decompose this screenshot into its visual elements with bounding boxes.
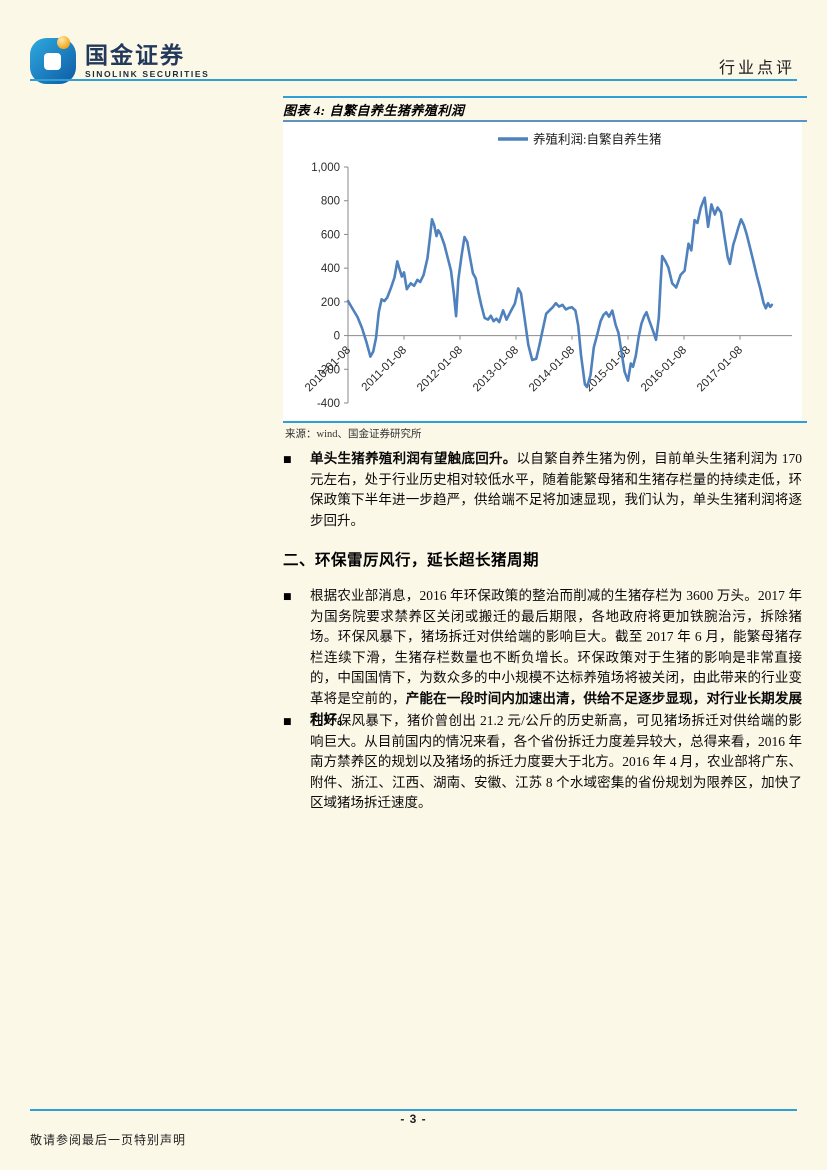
svg-text:2013-01-08: 2013-01-08 [471, 344, 521, 394]
svg-text:2014-01-08: 2014-01-08 [527, 344, 577, 394]
logo-inner-square [44, 53, 61, 70]
bullet-1-text: 单头生猪养殖利润有望触底回升。以自繁自养生猪为例，目前单头生猪利润为 170 元… [310, 451, 803, 528]
svg-text:-400: -400 [317, 398, 340, 410]
page-number: - 3 - [400, 1112, 427, 1126]
doc-type-label: 行业点评 [718, 60, 795, 77]
section-heading-2: 二、环保雷厉风行，延长超长猪周期 [283, 552, 540, 569]
figure-bottom-rule [283, 421, 807, 423]
sinolink-logo-icon [30, 36, 76, 84]
svg-text:2016-01-08: 2016-01-08 [639, 344, 689, 394]
brand-name-en: SINOLINK SECURITIES [85, 69, 210, 80]
bullet-square-icon: ■ [283, 717, 292, 727]
bullet-paragraph-1: ■ 单头生猪养殖利润有望触底回升。以自繁自养生猪为例，目前单头生猪利润为 170… [283, 449, 802, 531]
svg-text:400: 400 [321, 263, 340, 275]
figure-source: 来源：wind、国金证券研究所 [285, 429, 422, 440]
bullet-paragraph-2: ■ 根据农业部消息，2016 年环保政策的整治而削减的生猪存栏为 3600 万头… [283, 586, 802, 730]
bullet-square-icon: ■ [283, 455, 292, 465]
svg-text:2017-01-08: 2017-01-08 [695, 344, 745, 394]
brand-text: 国金证券 SINOLINK SECURITIES [85, 43, 209, 79]
svg-text:600: 600 [321, 229, 340, 241]
figure-top-rule [283, 96, 807, 98]
footer-disclaimer: 敬请参阅最后一页特别声明 [30, 1133, 187, 1147]
svg-text:养殖利润:自繁自养生猪: 养殖利润:自繁自养生猪 [533, 132, 661, 147]
svg-text:2011-01-08: 2011-01-08 [360, 344, 409, 393]
bullet-3-text: 在环保风暴下，猪价曾创出 21.2 元/公斤的历史新高，可见猪场拆迁对供给端的影… [310, 713, 802, 811]
header-brand: 国金证券 SINOLINK SECURITIES [30, 36, 209, 84]
bullet-square-icon: ■ [283, 592, 292, 602]
svg-text:200: 200 [321, 297, 340, 309]
bullet-2-text: 根据农业部消息，2016 年环保政策的整治而削减的生猪存栏为 3600 万头。2… [310, 588, 803, 727]
svg-text:0: 0 [334, 331, 340, 343]
svg-text:800: 800 [321, 196, 340, 208]
header-rule [30, 79, 797, 81]
brand-name-cn: 国金证券 [85, 41, 185, 68]
figure-title: 图表 4: 自繁自养生猪养殖利润 [283, 103, 465, 118]
profit-line-chart: 1,000 800 600 400 200 0 -200 -400 2010-01-08 2011… [283, 122, 802, 421]
footer-rule [30, 1109, 797, 1111]
figure-title-rule [283, 120, 807, 122]
svg-text:-200: -200 [317, 364, 340, 376]
bullet-paragraph-3: ■ 在环保风暴下，猪价曾创出 21.2 元/公斤的历史新高，可见猪场拆迁对供给端… [283, 711, 802, 814]
svg-text:2012-01-08: 2012-01-08 [415, 344, 465, 394]
logo-gold-ball [57, 36, 70, 49]
svg-text:1,000: 1,000 [311, 162, 340, 174]
